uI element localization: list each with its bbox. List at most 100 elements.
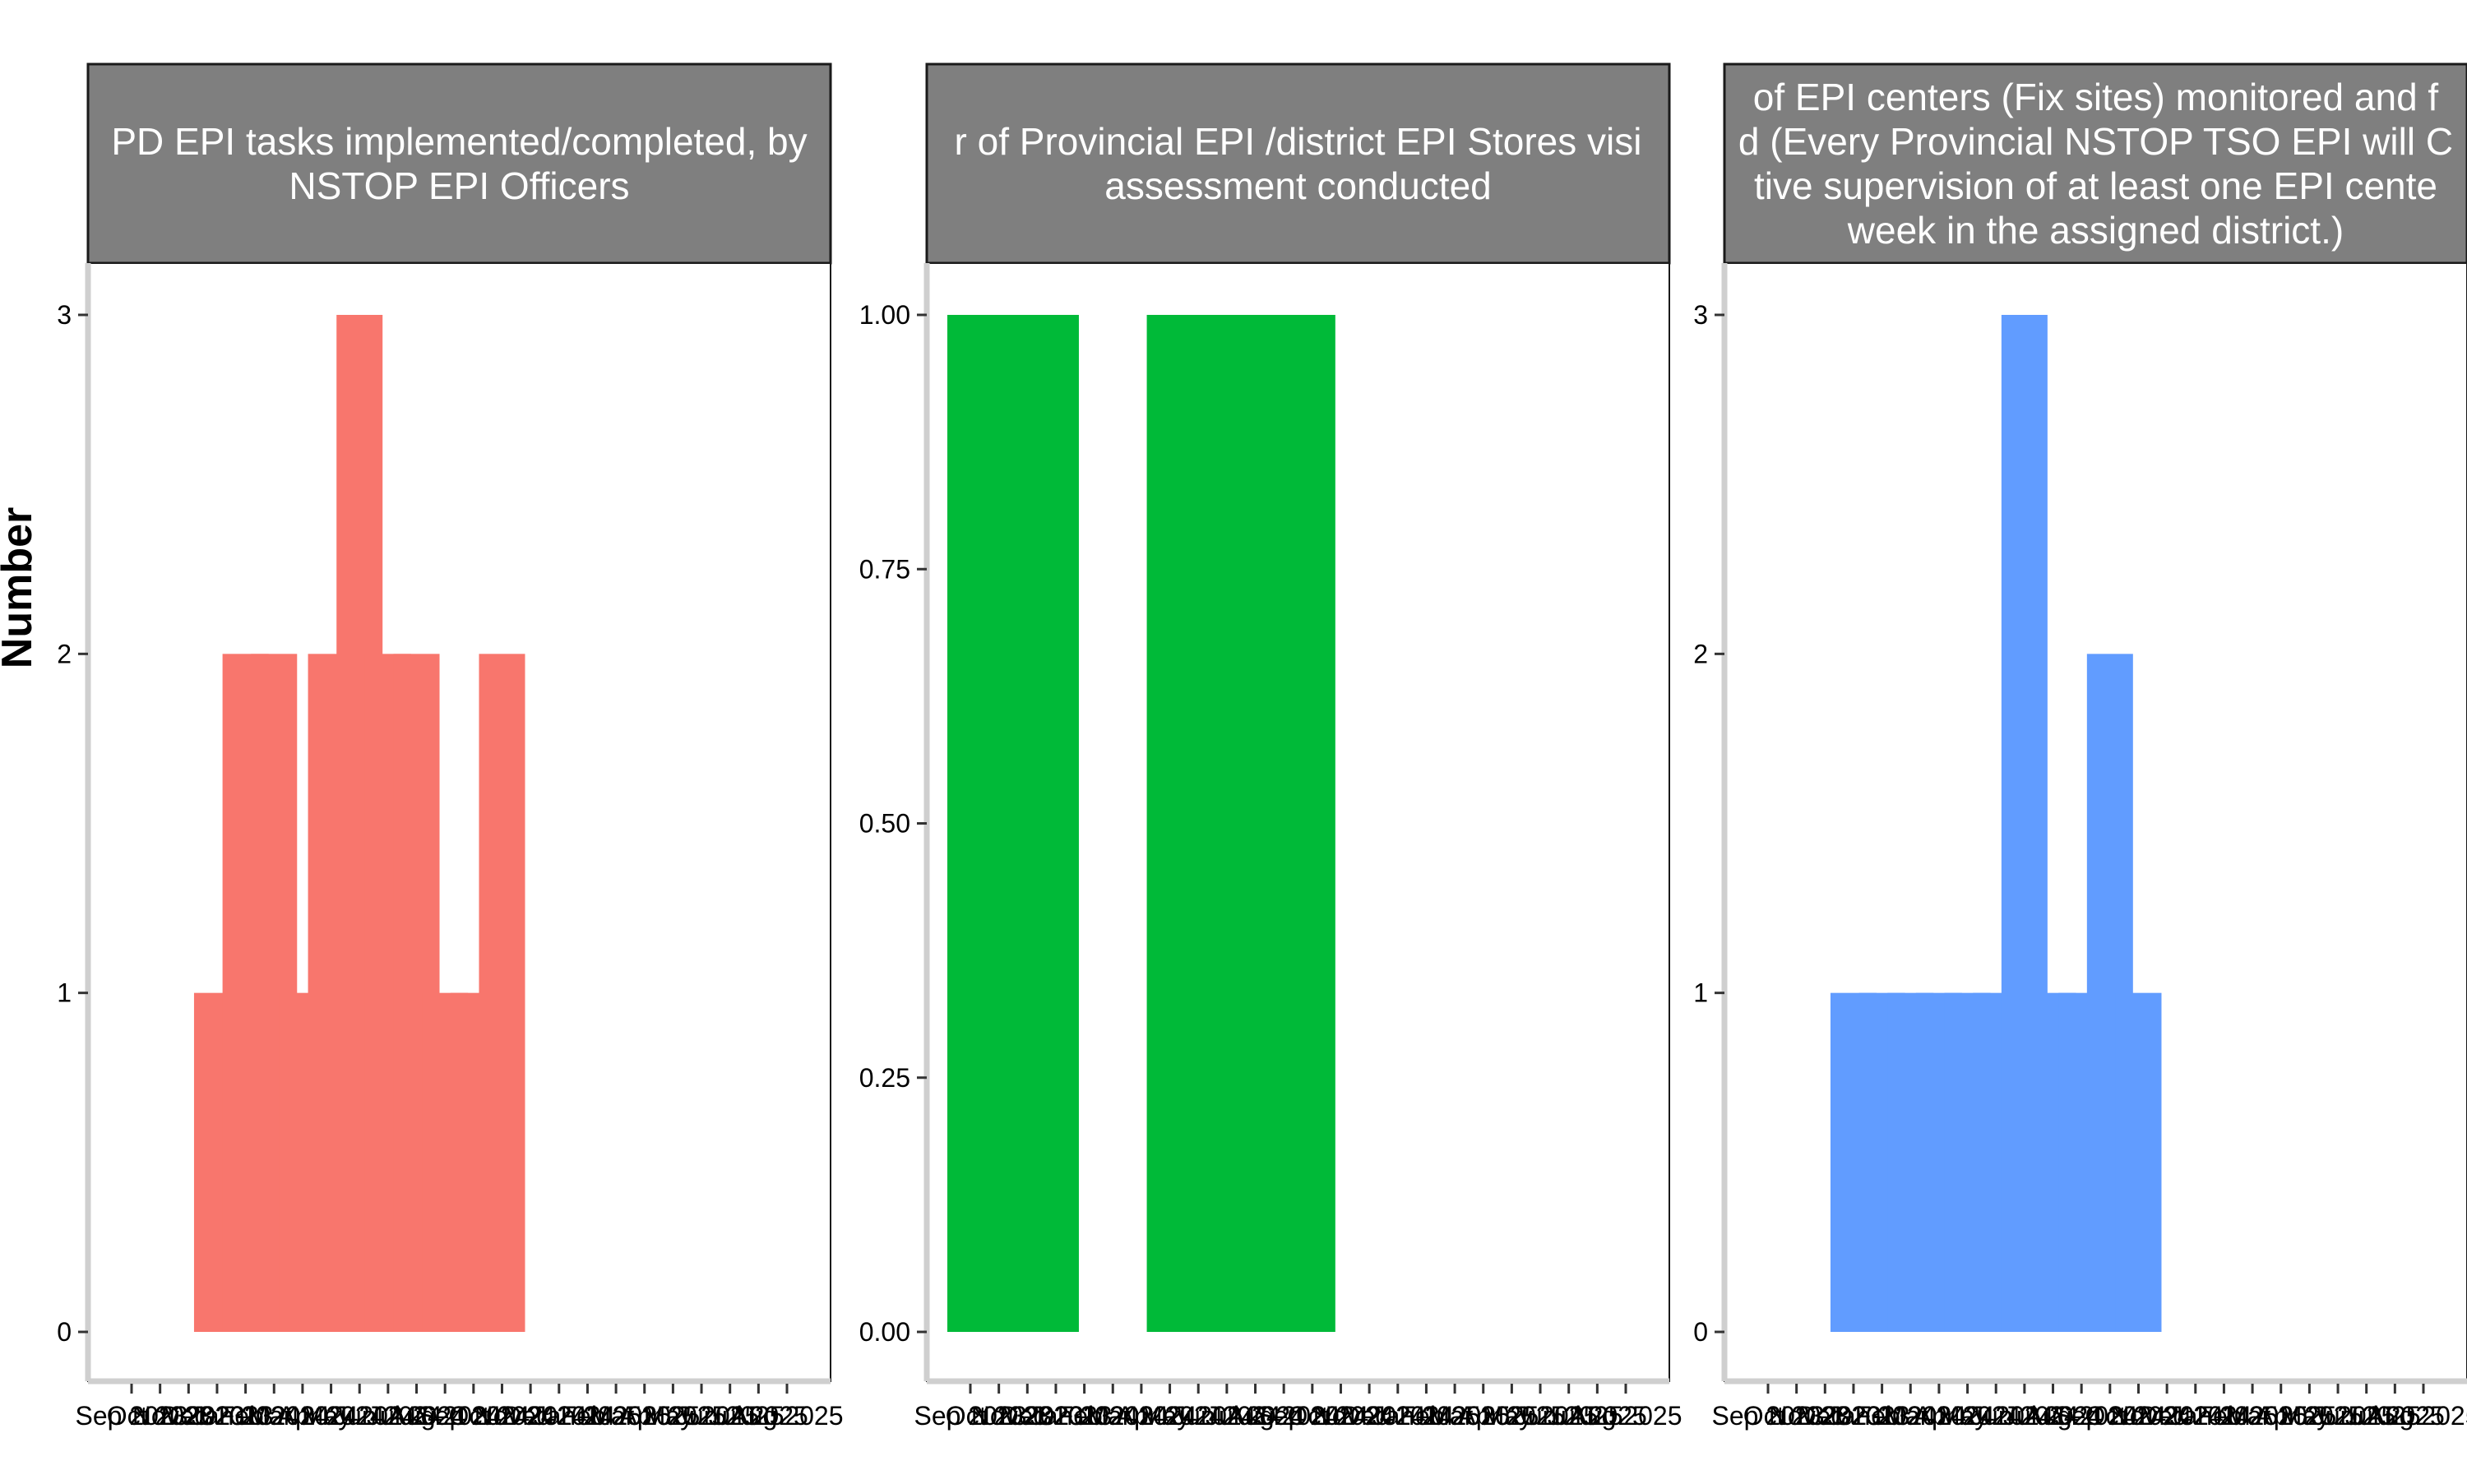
x-tick-label: Jun 2024 xyxy=(1970,1401,2079,1431)
x-tick-label: Nov 2023 xyxy=(1769,1401,1881,1431)
x-tick-label: Sep 2024 xyxy=(2053,1401,2166,1431)
x-tick-label: Nov 2024 xyxy=(2111,1401,2224,1431)
x-tick-label: Nov 2023 xyxy=(971,1401,1084,1431)
x-tick-label: Aug 2025 xyxy=(1569,1401,1682,1431)
y-tick-label: 0.00 xyxy=(859,1317,910,1347)
x-tick-label: Oct 2023 xyxy=(946,1401,1053,1431)
facet-title-line: r of Provincial EPI /district EPI Stores… xyxy=(955,120,1642,163)
y-tick-label: 0 xyxy=(1693,1317,1708,1347)
facet-strip xyxy=(1723,62,2467,265)
x-tick-label: Apr 2025 xyxy=(2256,1401,2363,1431)
x-tick-label: Feb 2025 xyxy=(1399,1401,1510,1431)
x-tick-label: Jul 2025 xyxy=(2345,1401,2445,1431)
x-tick-label: Mar 2024 xyxy=(1883,1401,1994,1431)
x-tick-label: Dec 2023 xyxy=(999,1401,1112,1431)
x-tick-label: Apr 2024 xyxy=(1914,1401,2021,1431)
x-tick-label: Oct 2024 xyxy=(1288,1401,1395,1431)
x-tick-label: Jun 2025 xyxy=(2312,1401,2421,1431)
x-tick-label: Feb 2024 xyxy=(1058,1401,1169,1431)
x-tick-label: Sep 2023 xyxy=(914,1401,1026,1431)
x-tick-label: Oct 2024 xyxy=(449,1401,556,1431)
x-tick-label: Apr 2025 xyxy=(619,1401,726,1431)
facet-title-line: of EPI centers (Fix sites) monitored and… xyxy=(1753,76,2439,118)
x-tick-label: Dec 2024 xyxy=(2139,1401,2252,1431)
x-tick-label: May 2024 xyxy=(1141,1401,1257,1431)
panel-2: r of Provincial EPI /district EPI Stores… xyxy=(859,62,1682,1431)
x-tick-label: Nov 2024 xyxy=(1313,1401,1426,1431)
x-tick-label: Nov 2024 xyxy=(474,1401,587,1431)
x-tick-label: Jul 2025 xyxy=(709,1401,808,1431)
y-tick-label: 1.00 xyxy=(859,300,910,330)
x-tick-label: May 2024 xyxy=(1938,1401,2054,1431)
y-tick-label: 2 xyxy=(57,639,72,668)
x-tick-label: Sep 2023 xyxy=(1711,1401,1824,1431)
x-tick-label: Apr 2024 xyxy=(1117,1401,1224,1431)
x-tick-label: Jul 2024 xyxy=(2003,1401,2103,1431)
facet-strip xyxy=(925,62,1671,265)
facet-title-line: PD EPI tasks implemented/completed, by xyxy=(111,120,807,163)
x-tick-label: Jul 2024 xyxy=(367,1401,466,1431)
y-tick-label: 3 xyxy=(1693,300,1708,330)
x-tick-label: Apr 2024 xyxy=(278,1401,385,1431)
x-tick-label: Aug 2025 xyxy=(730,1401,843,1431)
y-tick-label: 0 xyxy=(57,1317,72,1347)
x-tick-label: May 2024 xyxy=(302,1401,418,1431)
x-tick-label: Mar 2024 xyxy=(1085,1401,1196,1431)
facet-title-line: NSTOP EPI Officers xyxy=(289,164,629,207)
x-tick-label: Aug 2024 xyxy=(2025,1401,2138,1431)
x-tick-label: Mar 2025 xyxy=(1428,1401,1539,1431)
x-tick-label: Feb 2025 xyxy=(560,1401,671,1431)
x-tick-label: Mar 2024 xyxy=(247,1401,358,1431)
bar xyxy=(1032,315,1079,1332)
x-tick-label: Jun 2024 xyxy=(334,1401,442,1431)
y-tick-label: 1 xyxy=(1693,978,1708,1008)
x-tick-label: Feb 2025 xyxy=(2196,1401,2307,1431)
x-tick-label: Jun 2024 xyxy=(1173,1401,1281,1431)
y-tick-label: 3 xyxy=(57,300,72,330)
y-tick-label: 2 xyxy=(1693,639,1708,668)
bar xyxy=(2115,992,2162,1332)
x-tick-label: Dec 2024 xyxy=(1341,1401,1454,1431)
x-tick-label: Sep 2023 xyxy=(75,1401,187,1431)
panel-1: PD EPI tasks implemented/completed, byNS… xyxy=(57,62,844,1431)
x-tick-label: May 2025 xyxy=(644,1401,760,1431)
facet-strip xyxy=(86,62,832,265)
x-tick-label: May 2025 xyxy=(2280,1401,2396,1431)
x-tick-label: Feb 2024 xyxy=(219,1401,330,1431)
y-tick-label: 0.25 xyxy=(859,1063,910,1093)
x-tick-label: Sep 2024 xyxy=(417,1401,530,1431)
x-tick-label: Jan 2024 xyxy=(1828,1401,1937,1431)
facet-title-line: week in the assigned district.) xyxy=(1847,209,2344,252)
bar xyxy=(479,654,525,1332)
x-tick-label: Jan 2025 xyxy=(1372,1401,1481,1431)
x-tick-label: Nov 2023 xyxy=(132,1401,245,1431)
x-tick-label: Apr 2025 xyxy=(1458,1401,1565,1431)
x-tick-label: Aug 2025 xyxy=(2367,1401,2467,1431)
x-tick-label: Mar 2025 xyxy=(589,1401,700,1431)
facet-title-line: assessment conducted xyxy=(1104,164,1492,207)
facet-title-line: d (Every Provincial NSTOP TSO EPI will C xyxy=(1738,120,2453,163)
x-tick-label: Aug 2024 xyxy=(1228,1401,1340,1431)
x-tick-label: Sep 2024 xyxy=(1256,1401,1368,1431)
x-tick-label: Jan 2025 xyxy=(2170,1401,2279,1431)
x-tick-label: Jan 2025 xyxy=(534,1401,642,1431)
x-tick-label: Jan 2024 xyxy=(1030,1401,1139,1431)
x-tick-label: Dec 2023 xyxy=(1797,1401,1909,1431)
x-tick-label: Feb 2024 xyxy=(1855,1401,1966,1431)
y-tick-label: 0.75 xyxy=(859,554,910,584)
panel-3: of EPI centers (Fix sites) monitored and… xyxy=(1693,62,2467,1431)
x-tick-label: Oct 2024 xyxy=(2085,1401,2192,1431)
x-tick-label: Jun 2025 xyxy=(676,1401,785,1431)
x-tick-label: Dec 2023 xyxy=(160,1401,273,1431)
x-tick-label: Oct 2023 xyxy=(107,1401,214,1431)
y-axis-label: Number xyxy=(0,507,41,668)
x-tick-label: Jul 2025 xyxy=(1548,1401,1647,1431)
x-tick-label: Oct 2023 xyxy=(1743,1401,1850,1431)
bar xyxy=(1289,315,1335,1332)
x-tick-label: May 2025 xyxy=(1483,1401,1599,1431)
facet-title-line: tive supervision of at least one EPI cen… xyxy=(1754,164,2437,207)
x-tick-label: Jan 2024 xyxy=(192,1401,300,1431)
y-tick-label: 1 xyxy=(57,978,72,1008)
